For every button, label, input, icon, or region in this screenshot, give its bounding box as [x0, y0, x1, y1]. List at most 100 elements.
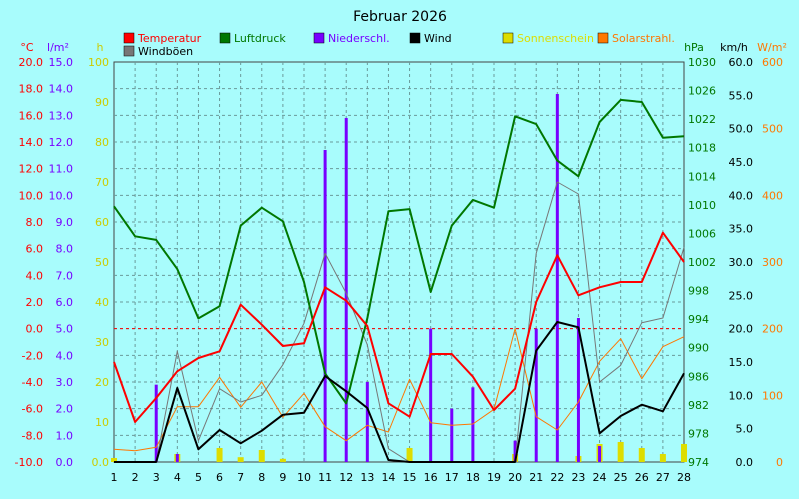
legend-label: Sonnenschein [517, 32, 594, 45]
sun-tick-label: 60 [95, 216, 109, 229]
x-tick-label: 8 [258, 471, 265, 484]
x-tick-label: 11 [318, 471, 332, 484]
legend-label: Solarstrahl. [612, 32, 675, 45]
legend-label: Niederschl. [328, 32, 390, 45]
wind-tick-label: 35.0 [729, 223, 754, 236]
x-tick-label: 1 [111, 471, 118, 484]
solar-tick-label: 500 [762, 123, 783, 136]
wind-tick-label: 20.0 [729, 323, 754, 336]
chart-title: Februar 2026 [353, 9, 447, 25]
legend: Temperatur Luftdruck Niederschl. Wind Sonnen… [123, 32, 675, 58]
wind-tick-label: 5.0 [736, 423, 754, 436]
pressure-tick-label: 1002 [688, 256, 716, 269]
sunshine-bar [258, 450, 265, 462]
pressure-tick-label: 990 [688, 342, 709, 355]
x-tick-label: 27 [656, 471, 670, 484]
x-tick-label: 17 [445, 471, 459, 484]
x-tick-label: 15 [403, 471, 417, 484]
rain-tick-label: 8.0 [56, 243, 74, 256]
rain-tick-label: 12.0 [49, 136, 74, 149]
rain-tick-label: 0.0 [56, 456, 74, 469]
temp-tick-label: 18.0 [19, 83, 44, 96]
temp-tick-label: 2.0 [26, 296, 44, 309]
temp-tick-label: -2.0 [22, 349, 43, 362]
sunshine-bar [406, 448, 413, 462]
legend-swatch [597, 32, 609, 44]
rain-bar [154, 384, 158, 462]
sun-tick-label: 0.0 [92, 456, 110, 469]
sun-tick-label: 80 [95, 136, 109, 149]
pressure-tick-label: 1026 [688, 85, 716, 98]
pressure-tick-label: 974 [688, 456, 709, 469]
x-tick-label: 20 [508, 471, 522, 484]
sun-tick-label: 10 [95, 416, 109, 429]
rain-tick-label: 13.0 [49, 109, 74, 122]
pressure-tick-label: 1006 [688, 227, 716, 240]
sunshine-bar [216, 448, 223, 462]
temp-tick-label: 0.0 [26, 323, 44, 336]
sun-tick-label: 70 [95, 176, 109, 189]
x-tick-label: 5 [195, 471, 202, 484]
pressure-tick-label: 1022 [688, 113, 716, 126]
wind-tick-label: 45.0 [729, 156, 754, 169]
temp-tick-label: 20.0 [19, 56, 44, 69]
x-tick-label: 26 [635, 471, 649, 484]
rain-bar [513, 440, 517, 462]
rain-tick-label: 10.0 [49, 189, 74, 202]
rain-bar [450, 408, 454, 462]
sun-tick-label: 30 [95, 336, 109, 349]
rain-bar [175, 454, 179, 462]
sun-tick-label: 100 [88, 56, 109, 69]
rain-tick-label: 7.0 [56, 269, 74, 282]
x-tick-label: 18 [466, 471, 480, 484]
solar-tick-label: 0 [776, 456, 783, 469]
solar-tick-label: 600 [762, 56, 783, 69]
temp-tick-label: 12.0 [19, 163, 44, 176]
wind-unit-label: km/h [720, 41, 748, 54]
pressure-tick-label: 994 [688, 313, 709, 326]
temp-tick-label: 10.0 [19, 189, 44, 202]
temp-tick-label: 14.0 [19, 136, 44, 149]
wind-tick-label: 10.0 [729, 389, 754, 402]
rain-bar [598, 446, 602, 462]
rain-tick-label: 4.0 [56, 349, 74, 362]
pressure-tick-label: 1030 [688, 56, 716, 69]
pressure-tick-label: 1018 [688, 142, 716, 155]
plot-frame [113, 61, 685, 463]
wind-tick-label: 40.0 [729, 189, 754, 202]
sunshine-bar [279, 458, 286, 462]
rain-tick-label: 14.0 [49, 83, 74, 96]
rain-bar [429, 328, 433, 462]
legend-swatch [123, 45, 135, 57]
x-tick-label: 13 [360, 471, 374, 484]
solar-tick-label: 400 [762, 189, 783, 202]
sun-tick-label: 50 [95, 256, 109, 269]
legend-label: Wind [424, 32, 452, 45]
x-tick-label: 4 [174, 471, 181, 484]
x-tick-label: 25 [614, 471, 628, 484]
x-tick-label: 19 [487, 471, 501, 484]
sun-tick-label: 40 [95, 296, 109, 309]
rain-tick-label: 9.0 [56, 216, 74, 229]
rain-tick-label: 3.0 [56, 376, 74, 389]
pressure-unit-label: hPa [684, 41, 704, 54]
pressure-tick-label: 982 [688, 399, 709, 412]
sunshine-bar [681, 444, 687, 462]
x-tick-label: 3 [153, 471, 160, 484]
rain-tick-label: 11.0 [49, 163, 74, 176]
temp-tick-label: 16.0 [19, 109, 44, 122]
x-tick-label: 22 [550, 471, 564, 484]
sunshine-bar [237, 457, 244, 462]
legend-swatch [409, 32, 421, 44]
rain-bar [471, 387, 475, 462]
wind-tick-label: 0.0 [736, 456, 754, 469]
sunshine-bar [659, 454, 666, 462]
bars [111, 94, 687, 462]
rain-bar [365, 382, 369, 462]
legend-swatch [219, 32, 231, 44]
series-line-wind [114, 321, 685, 463]
temp-tick-label: 8.0 [26, 216, 44, 229]
x-tick-label: 6 [216, 471, 223, 484]
solar-tick-label: 300 [762, 256, 783, 269]
x-tick-label: 10 [297, 471, 311, 484]
